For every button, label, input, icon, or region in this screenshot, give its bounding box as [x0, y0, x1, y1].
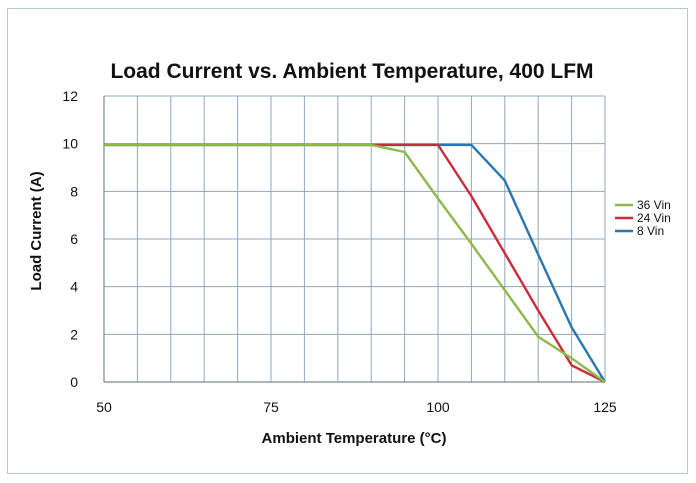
legend-label-8-vin: 8 Vin	[637, 224, 664, 238]
x-tick-label-100: 100	[426, 399, 450, 415]
y-axis-label: Load Current (A)	[28, 171, 45, 290]
legend-label-24-vin: 24 Vin	[637, 211, 671, 225]
x-axis-label: Ambient Temperature (°C)	[262, 430, 447, 447]
x-tick-label-75: 75	[263, 399, 279, 415]
series-line-24-vin	[104, 143, 606, 384]
y-tick-label-10: 10	[62, 136, 78, 152]
chart-frame: Load Current vs. Ambient Temperature, 40…	[7, 8, 688, 474]
legend-label-36-vin: 36 Vin	[637, 198, 671, 212]
x-tick-label-125: 125	[593, 399, 617, 415]
series-line-8-vin	[104, 143, 607, 383]
y-tick-label-2: 2	[70, 326, 78, 342]
tick-labels: 0 2 4 6 8 10 12 50 75 100 125	[62, 88, 616, 415]
y-tick-label-12: 12	[62, 88, 78, 104]
line-chart: Load Current vs. Ambient Temperature, 40…	[28, 60, 671, 447]
y-tick-label-0: 0	[70, 374, 78, 390]
series-lines	[104, 143, 607, 384]
y-tick-label-4: 4	[70, 279, 78, 295]
series-line-36-vin	[104, 143, 606, 383]
x-tick-label-50: 50	[96, 399, 112, 415]
y-tick-label-6: 6	[70, 231, 78, 247]
y-tick-label-8: 8	[70, 183, 78, 199]
axes	[103, 96, 605, 383]
grid	[103, 95, 606, 383]
chart-title: Load Current vs. Ambient Temperature, 40…	[110, 60, 593, 83]
